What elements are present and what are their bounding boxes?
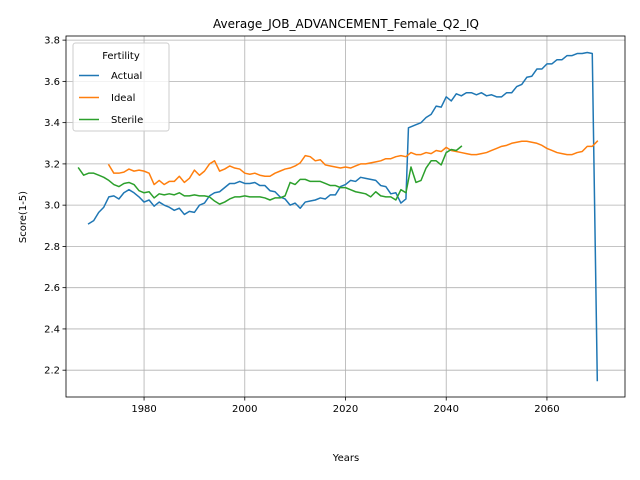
y-tick-label: 3.6 <box>44 77 60 88</box>
series-line-actual <box>87 51 599 382</box>
legend-title: Fertility <box>102 51 140 62</box>
x-tick-label: 2060 <box>534 404 559 415</box>
y-axis-label: Score(1-5) <box>18 191 29 243</box>
x-tick-label: 1980 <box>131 404 156 415</box>
x-axis-label: Years <box>332 453 359 464</box>
legend-label: Sterile <box>111 115 143 126</box>
series-line-ideal <box>107 140 599 186</box>
legend-box <box>72 42 170 132</box>
x-tick-label: 2020 <box>333 404 358 415</box>
y-tick-label: 2.6 <box>44 283 60 294</box>
legend-label: Actual <box>111 71 142 82</box>
grid <box>66 36 625 397</box>
series-layer <box>77 51 599 382</box>
legend-label: Ideal <box>111 93 135 104</box>
ticks: 1980 2000 2020 2040 2060 2.2 2.4 2.6 2.8 3.0 3.2 3.… <box>44 36 560 415</box>
series-line-sterile <box>77 145 463 205</box>
y-tick-label: 2.8 <box>44 242 60 253</box>
chart-title: Average_JOB_ADVANCEMENT_Female_Q2_IQ <box>213 17 479 31</box>
y-tick-label: 3.8 <box>44 36 60 47</box>
y-tick-label: 3.0 <box>44 201 60 212</box>
x-tick-label: 2000 <box>232 404 257 415</box>
y-tick-label: 2.2 <box>44 366 60 377</box>
y-tick-label: 2.4 <box>44 324 60 335</box>
x-tick-label: 2040 <box>433 404 458 415</box>
y-tick-label: 3.2 <box>44 159 60 170</box>
y-tick-label: 3.4 <box>44 118 60 129</box>
legend: Fertility Actual Ideal Sterile <box>72 42 170 132</box>
